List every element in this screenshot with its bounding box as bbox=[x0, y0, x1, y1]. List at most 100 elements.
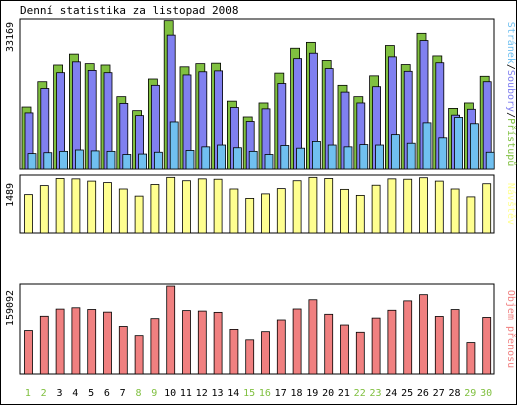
x-tick-label: 2 bbox=[41, 388, 47, 399]
pages-bar bbox=[201, 146, 211, 170]
x-tick-label: 28 bbox=[448, 388, 460, 399]
legend-access: Přístupů bbox=[505, 118, 517, 166]
traffic-bar bbox=[419, 294, 428, 375]
x-tick-label: 13 bbox=[211, 388, 223, 399]
pages-bar bbox=[264, 154, 274, 170]
traffic-bar bbox=[134, 335, 144, 375]
visits-bar bbox=[24, 194, 33, 234]
pages-bar bbox=[27, 153, 37, 170]
traffic-bar bbox=[387, 309, 397, 375]
pages-bar bbox=[485, 151, 495, 170]
visits-bar bbox=[419, 177, 428, 234]
pages-bar bbox=[406, 142, 416, 170]
visits-bar bbox=[150, 184, 160, 234]
pages-bar bbox=[327, 144, 337, 170]
traffic-bar bbox=[403, 300, 413, 375]
visits-bar bbox=[403, 178, 413, 234]
x-tick-label: 9 bbox=[151, 388, 157, 399]
traffic-bar bbox=[308, 299, 318, 375]
x-tick-label: 1 bbox=[25, 388, 31, 399]
x-tick-label: 24 bbox=[385, 388, 397, 399]
traffic-panel-legend: Objem přenosu bbox=[505, 290, 517, 368]
legend-separator: / bbox=[505, 112, 516, 118]
traffic-bar bbox=[197, 310, 207, 375]
visits-bar bbox=[340, 188, 349, 234]
traffic-panel-max-label: 159092 bbox=[5, 290, 16, 326]
traffic-bar bbox=[150, 318, 160, 375]
x-tick-label: 16 bbox=[259, 388, 271, 399]
chart-title: Denní statistika za listopad 2008 bbox=[20, 4, 239, 17]
visits-panel-legend: Návštěv bbox=[505, 183, 517, 225]
visits-bar bbox=[466, 196, 476, 234]
visits-bar bbox=[103, 182, 112, 234]
x-tick-label: 15 bbox=[243, 388, 255, 399]
x-tick-label: 19 bbox=[306, 388, 318, 399]
traffic-bar bbox=[466, 342, 476, 375]
visits-bar bbox=[324, 178, 334, 234]
x-tick-label: 4 bbox=[72, 388, 78, 399]
visits-bar bbox=[308, 176, 318, 234]
x-tick-label: 26 bbox=[417, 388, 429, 399]
pages-bar bbox=[296, 147, 306, 170]
pages-bar bbox=[43, 152, 53, 170]
legend-files: Soubory bbox=[505, 70, 516, 112]
x-tick-label: 12 bbox=[196, 388, 208, 399]
visits-bar bbox=[134, 195, 144, 234]
traffic-bar bbox=[371, 317, 381, 375]
visits-bar bbox=[276, 188, 286, 234]
visits-bar bbox=[261, 193, 270, 234]
x-tick-label: 25 bbox=[401, 388, 413, 399]
visits-bar bbox=[166, 176, 176, 234]
hits-legend: Stránek/Soubory/Přístupů bbox=[505, 22, 517, 167]
pages-bar bbox=[343, 146, 353, 170]
x-tick-label: 27 bbox=[433, 388, 445, 399]
traffic-bar bbox=[166, 285, 176, 375]
x-tick-label: 30 bbox=[480, 388, 492, 399]
pages-bar bbox=[138, 153, 148, 170]
pages-bar bbox=[169, 121, 179, 170]
visits-bar bbox=[229, 188, 239, 234]
traffic-bar bbox=[340, 324, 349, 375]
x-tick-label: 17 bbox=[275, 388, 287, 399]
traffic-bar bbox=[229, 329, 239, 375]
pages-bar bbox=[59, 150, 68, 170]
x-tick-label: 6 bbox=[104, 388, 110, 399]
x-tick-label: 23 bbox=[369, 388, 381, 399]
traffic-bar bbox=[55, 308, 65, 375]
traffic-bar bbox=[24, 330, 33, 375]
legend-separator: / bbox=[505, 64, 516, 70]
x-tick-label: 29 bbox=[464, 388, 476, 399]
x-tick-label: 14 bbox=[227, 388, 239, 399]
visits-bar bbox=[245, 197, 255, 234]
traffic-bar bbox=[434, 316, 444, 375]
visits-panel-max-label: 1489 bbox=[5, 183, 16, 207]
x-tick-label: 3 bbox=[56, 388, 62, 399]
pages-bar bbox=[438, 137, 448, 170]
pages-bar bbox=[75, 149, 84, 170]
x-tick-label: 8 bbox=[135, 388, 141, 399]
x-tick-label: 20 bbox=[322, 388, 334, 399]
pages-bar bbox=[422, 122, 432, 170]
visits-bar bbox=[197, 178, 207, 234]
visits-bar bbox=[387, 178, 397, 234]
visits-bar bbox=[71, 178, 81, 234]
traffic-bar bbox=[103, 311, 112, 375]
traffic-bar bbox=[245, 339, 255, 375]
pages-bar bbox=[375, 144, 385, 170]
x-tick-label: 18 bbox=[290, 388, 302, 399]
traffic-bar bbox=[324, 313, 334, 375]
visits-bar bbox=[355, 194, 365, 234]
x-tick-label: 5 bbox=[88, 388, 94, 399]
pages-bar bbox=[217, 144, 227, 170]
pages-bar bbox=[185, 150, 195, 170]
traffic-bar bbox=[276, 319, 286, 375]
legend-pages: Stránek bbox=[505, 22, 517, 64]
visits-bar bbox=[213, 178, 223, 234]
visits-bar bbox=[450, 188, 460, 234]
traffic-bar bbox=[292, 308, 302, 375]
traffic-panel-plot-area bbox=[19, 283, 495, 375]
traffic-bar bbox=[118, 326, 128, 375]
traffic-bar bbox=[71, 307, 81, 375]
x-tick-label: 22 bbox=[354, 388, 366, 399]
